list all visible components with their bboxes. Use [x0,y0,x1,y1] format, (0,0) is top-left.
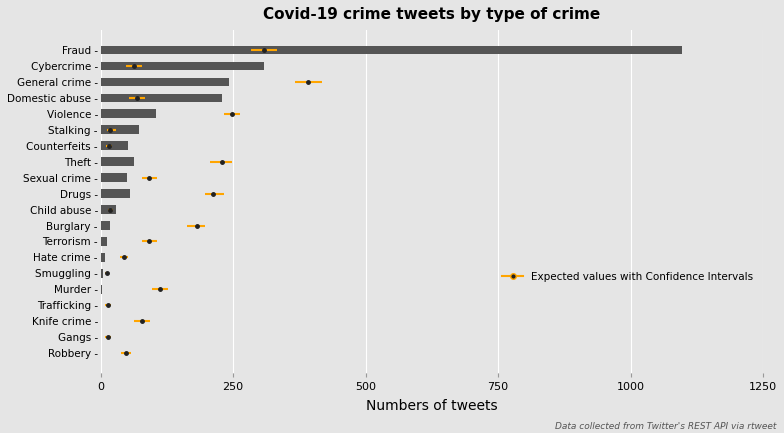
Bar [100,205,115,214]
Bar [100,157,133,166]
Bar [100,237,107,246]
Bar [100,221,111,230]
Bar [100,45,682,55]
Bar [100,269,103,278]
Bar [100,173,127,182]
Bar [100,110,156,118]
Bar [100,126,139,134]
Bar [100,61,264,71]
X-axis label: Numbers of tweets: Numbers of tweets [366,399,498,413]
Bar [100,253,105,262]
Bar [100,141,129,150]
Text: Data collected from Twitter's REST API via rtweet: Data collected from Twitter's REST API v… [555,422,776,431]
Bar [100,189,130,198]
Legend: Expected values with Confidence Intervals: Expected values with Confidence Interval… [498,268,758,286]
Title: Covid-19 crime tweets by type of crime: Covid-19 crime tweets by type of crime [263,7,601,22]
Bar [100,94,222,102]
Bar [100,78,229,86]
Bar [100,285,102,294]
